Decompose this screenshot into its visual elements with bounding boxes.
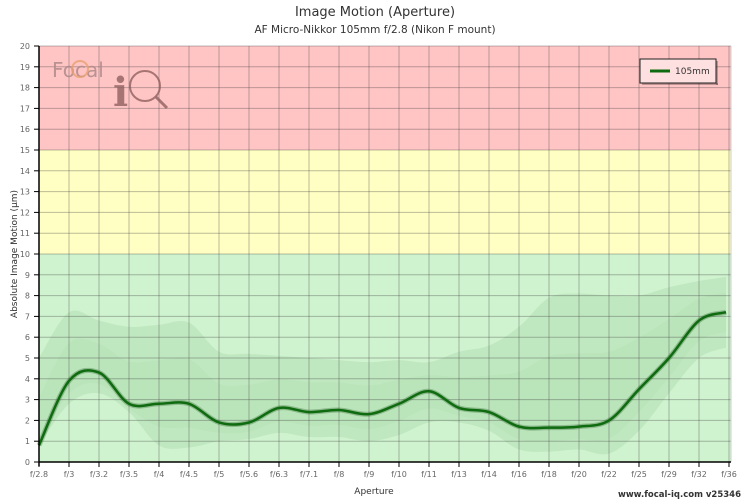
x-tick-label: f/36 [721, 470, 737, 479]
y-tick-label: 13 [20, 188, 30, 197]
x-tick-label: f/3.2 [90, 470, 108, 479]
outer-deviation-band [39, 276, 726, 455]
y-tick-label: 0 [25, 458, 30, 467]
y-tick-label: 19 [20, 63, 30, 72]
y-tick-label: 6 [25, 333, 30, 342]
legend-shadow-side [716, 61, 718, 85]
magnifier-handle-icon [154, 95, 169, 110]
legend: 105mm [639, 58, 718, 85]
y-tick-label: 10 [20, 250, 30, 259]
x-tick-label: f/5.6 [240, 470, 258, 479]
footer-watermark: www.focal-iq.com v25346 [618, 490, 741, 500]
x-tick-label: f/18 [541, 470, 557, 479]
legend-shadow [642, 83, 718, 85]
y-tick-label: 20 [20, 42, 30, 51]
x-tick-label: f/11 [421, 470, 437, 479]
logo-i-letter: i [113, 69, 128, 116]
x-tick-label: f/2.8 [30, 470, 48, 479]
y-tick-label: 2 [25, 416, 30, 425]
inner-deviation-band [39, 292, 726, 446]
series-line-105mm [37, 311, 727, 446]
x-tick-label: f/3.5 [120, 470, 138, 479]
x-tick-label: f/5 [214, 470, 225, 479]
x-tick-label: f/3 [64, 470, 75, 479]
y-tick-label: 15 [20, 146, 30, 155]
y-tick-label: 14 [20, 167, 30, 176]
y-tick-label: 12 [20, 208, 30, 217]
y-tick-label: 8 [25, 292, 30, 301]
chart-title: Image Motion (Aperture) [294, 5, 456, 20]
y-tick-label: 11 [20, 229, 30, 238]
x-tick-label: f/25 [631, 470, 647, 479]
y-tick-label: 3 [25, 396, 30, 405]
focal-iq-logo: Focal i [52, 58, 169, 116]
zone-moderate [39, 150, 731, 254]
x-axis-label: Aperture [354, 487, 394, 497]
x-tick-label: f/16 [511, 470, 527, 479]
x-tick-label: f/20 [571, 470, 587, 479]
x-tick-label: f/10 [391, 470, 407, 479]
magnifier-icon [129, 70, 161, 102]
y-tick-label: 5 [25, 354, 30, 363]
x-tick-label: f/32 [691, 470, 707, 479]
y-tick-label: 1 [25, 437, 30, 446]
x-tick-label: f/7.1 [300, 470, 318, 479]
chart-subtitle: AF Micro-Nikkor 105mm f/2.8 (Nikon F mou… [254, 24, 496, 36]
legend-label-105mm: 105mm [675, 67, 710, 77]
x-tick-label: f/9 [364, 470, 375, 479]
grid-lines [39, 45, 732, 462]
y-tick-label: 18 [20, 84, 30, 93]
logo-aperture-icon [71, 60, 89, 78]
y-tick-label: 9 [25, 271, 30, 280]
x-tick-label: f/4.5 [180, 470, 198, 479]
y-tick-label: 7 [25, 312, 30, 321]
deviation-bands [39, 276, 726, 455]
zone-poor [39, 46, 731, 150]
x-tick-label: f/8 [334, 470, 345, 479]
y-tick-label: 4 [25, 375, 30, 384]
x-tick-label: f/29 [661, 470, 677, 479]
x-tick-label: f/14 [481, 470, 497, 479]
x-tick-label: f/13 [451, 470, 467, 479]
y-tick-label: 17 [20, 104, 30, 113]
y-axis-label: Absolute Image Motion (µm) [10, 190, 20, 318]
y-tick-label: 16 [20, 125, 30, 134]
x-tick-label: f/4 [154, 470, 165, 479]
x-tick-label: f/22 [601, 470, 617, 479]
x-tick-label: f/6.3 [270, 470, 288, 479]
series-105mm [36, 309, 727, 447]
